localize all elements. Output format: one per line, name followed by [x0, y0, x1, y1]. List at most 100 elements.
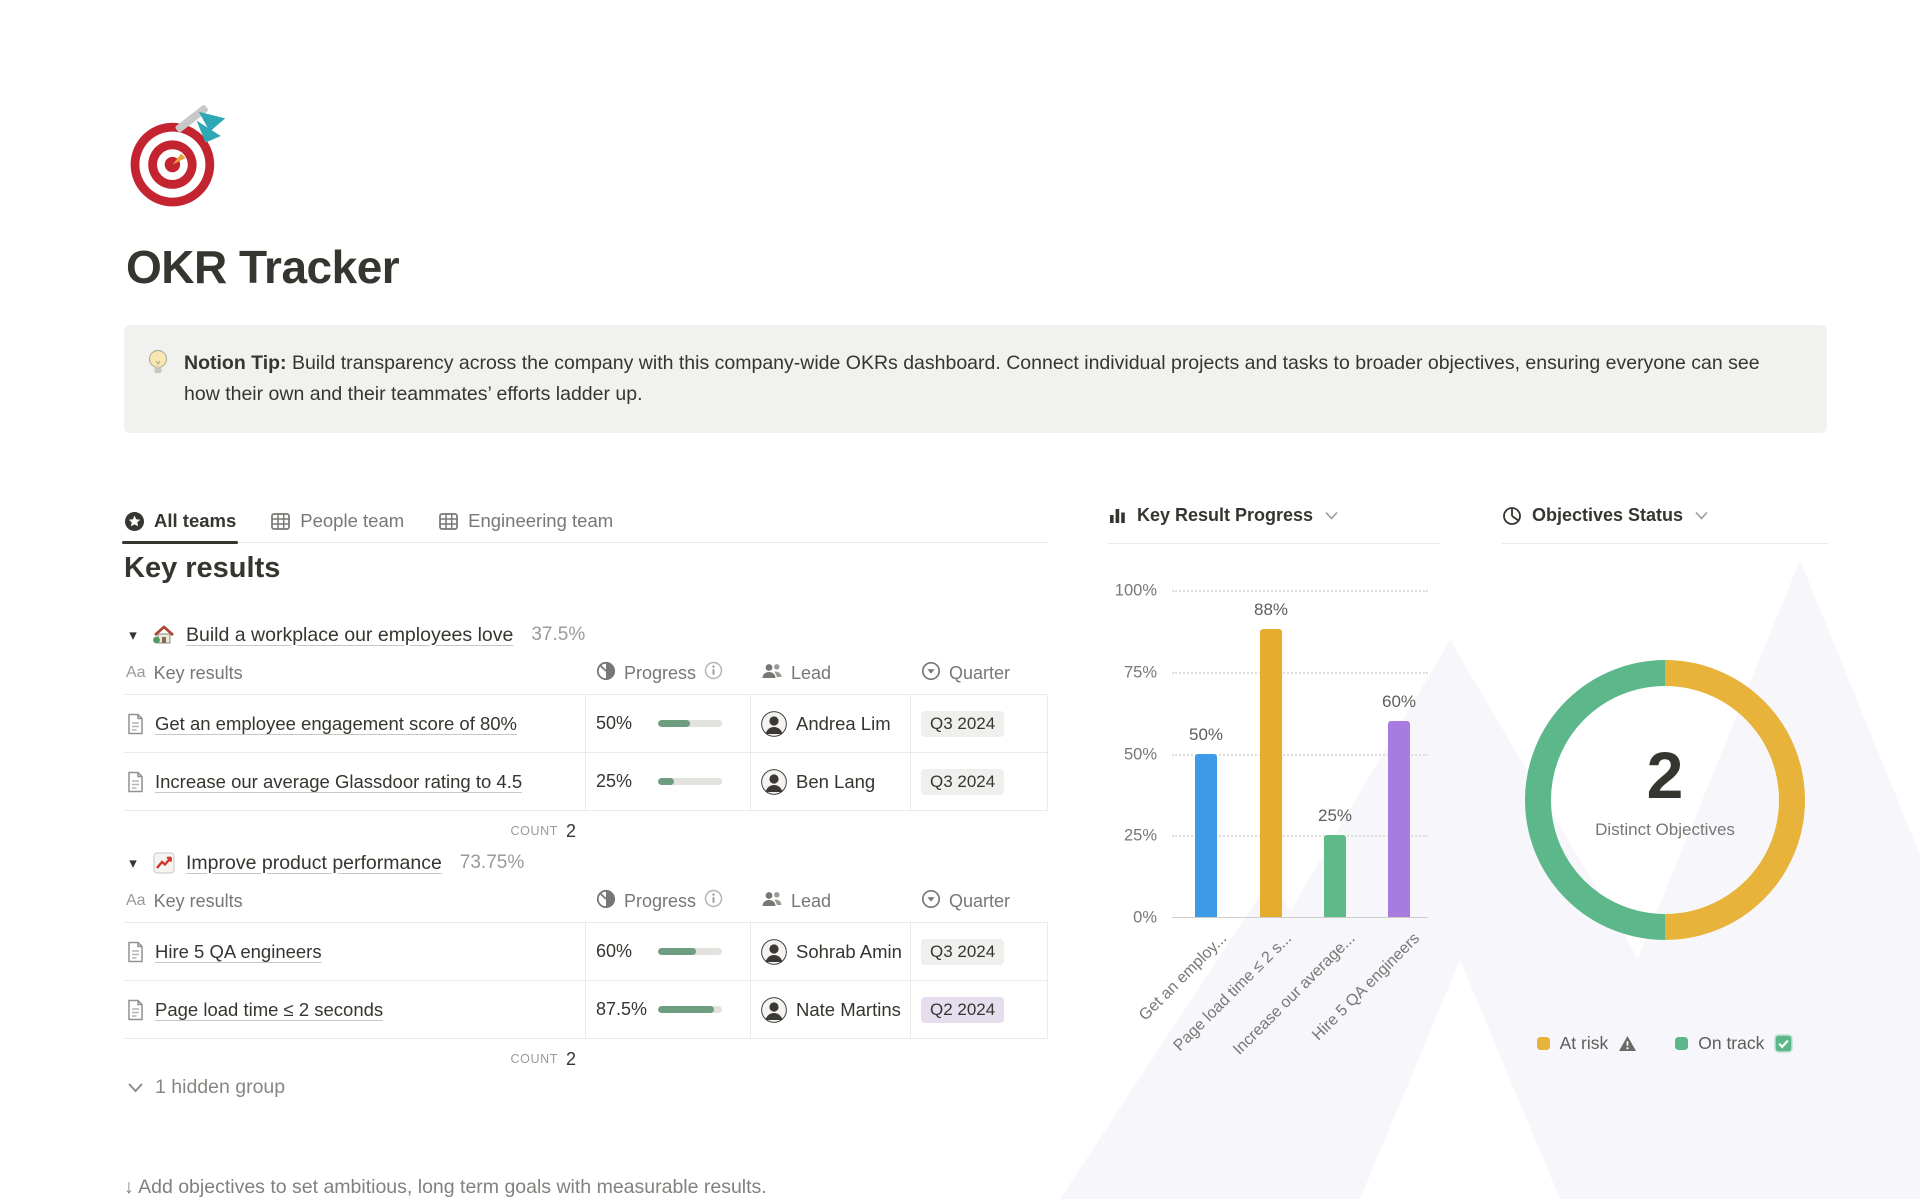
quarter-cell[interactable]: Q3 2024 [911, 695, 1048, 752]
check-box-icon [1774, 1034, 1794, 1053]
document-icon [126, 941, 145, 963]
lead-cell[interactable]: Nate Martins [751, 981, 911, 1038]
column-header-lead[interactable]: Lead [751, 880, 911, 922]
progress-bar [658, 720, 722, 727]
key-result-title[interactable]: Hire 5 QA engineers [126, 941, 322, 963]
star-circle-icon [124, 511, 145, 532]
notion-tip-callout: Notion Tip: Build transparency across th… [124, 325, 1827, 433]
group-improve-product: ▾ Improve product performance 73.75% Aa Key … [124, 846, 1048, 1079]
group-title[interactable]: Build a workplace our employees love [186, 623, 514, 646]
bar-chart-panel-header[interactable]: Key Result Progress [1108, 505, 1338, 526]
bar-data-label: 25% [1317, 806, 1353, 826]
column-header-progress[interactable]: Progress [586, 880, 751, 922]
bar-2[interactable] [1260, 629, 1282, 917]
section-heading: Key results [124, 552, 281, 584]
progress-bar [658, 1006, 722, 1013]
light-bulb-icon [146, 349, 170, 377]
people-icon [761, 889, 783, 914]
group-title[interactable]: Improve product performance [186, 851, 442, 874]
chevron-down-icon [128, 1082, 143, 1092]
table-view-icon [438, 511, 459, 532]
gridline [1172, 590, 1428, 592]
avatar [761, 938, 787, 965]
callout-bold-label: Notion Tip: [184, 352, 287, 374]
legend-label: On track [1698, 1033, 1765, 1053]
lead-cell[interactable]: Ben Lang [751, 753, 911, 810]
house-garden-icon [152, 623, 176, 647]
gridline [1172, 835, 1428, 837]
info-icon[interactable] [704, 661, 723, 685]
column-header-progress[interactable]: Progress [586, 652, 751, 694]
gridline [1172, 753, 1428, 756]
quarter-badge: Q3 2024 [921, 710, 1005, 737]
quarter-badge: Q3 2024 [921, 938, 1005, 965]
distinct-objectives-label: Distinct Objectives [1595, 820, 1735, 839]
bar-3[interactable] [1324, 835, 1346, 917]
progress-circle-icon [596, 889, 616, 914]
group-rollup-percent: 73.75% [459, 852, 525, 873]
quarter-cell[interactable]: Q3 2024 [911, 753, 1048, 810]
progress-bar [658, 778, 722, 785]
bar-chart-title: Key Result Progress [1137, 505, 1314, 525]
tab-label: All teams [154, 510, 237, 531]
table-header-row: Aa Key results Progress Lead Quarter [124, 652, 1048, 695]
y-axis-tick-label: 100% [1114, 581, 1157, 600]
column-header-lead[interactable]: Lead [751, 652, 911, 694]
x-axis-line [1172, 917, 1428, 918]
hidden-group-toggle[interactable]: 1 hidden group [128, 1076, 285, 1099]
progress-cell[interactable]: 50% [586, 695, 751, 752]
lead-cell[interactable]: Andrea Lim [751, 695, 911, 752]
tab-people-team[interactable]: People team [270, 500, 404, 542]
info-icon[interactable] [704, 889, 723, 913]
key-result-row: Hire 5 QA engineers 60% Sohrab Amin Q3 2024 [124, 923, 1048, 981]
quarter-cell[interactable]: Q2 2024 [911, 981, 1048, 1038]
progress-circle-icon [596, 661, 616, 686]
hidden-group-label: 1 hidden group [155, 1076, 286, 1098]
y-axis-tick-label: 50% [1123, 745, 1157, 763]
key-result-title[interactable]: Get an employee engagement score of 80% [126, 713, 517, 735]
add-objectives-hint: ↓ Add objectives to set ambitious, long … [124, 1176, 767, 1198]
select-circle-icon [921, 661, 941, 686]
group-toggle[interactable]: ▾ [129, 855, 137, 872]
tab-label: Engineering team [468, 510, 614, 531]
legend-swatch [1675, 1037, 1689, 1050]
y-axis-tick-label: 0% [1133, 908, 1157, 927]
bar-1[interactable] [1195, 753, 1217, 917]
document-icon [126, 713, 145, 735]
column-header-quarter[interactable]: Quarter [911, 652, 1048, 694]
tab-all-teams[interactable]: All teams [121, 500, 239, 544]
quarter-badge: Q2 2024 [921, 996, 1005, 1023]
lead-cell[interactable]: Sohrab Amin [751, 923, 911, 980]
progress-cell[interactable]: 60% [586, 923, 751, 980]
group-toggle[interactable]: ▾ [129, 627, 137, 644]
legend-swatch [1536, 1037, 1550, 1050]
tab-label: People team [300, 510, 405, 531]
key-result-title[interactable]: Page load time ≤ 2 seconds [126, 999, 383, 1021]
gridline [1172, 672, 1428, 674]
key-result-row: Increase our average Glassdoor rating to… [124, 753, 1048, 811]
avatar [761, 768, 787, 795]
donut-panel-header[interactable]: Objectives Status [1502, 505, 1708, 526]
progress-cell[interactable]: 87.5% [586, 981, 751, 1038]
table-header-row: Aa Key results Progress Lead Quarter [124, 880, 1048, 923]
column-header-title[interactable]: Aa Key results [126, 662, 243, 683]
x-axis-tick-label: Hire 5 QA engineers [1309, 930, 1424, 1044]
key-result-row: Get an employee engagement score of 80% 5… [124, 695, 1048, 753]
count-footer[interactable]: COUNT 2 [510, 820, 576, 841]
chevron-down-icon [1695, 511, 1708, 520]
bar-4[interactable] [1388, 720, 1410, 917]
column-header-title[interactable]: Aa Key results [126, 890, 243, 911]
quarter-cell[interactable]: Q3 2024 [911, 923, 1048, 980]
pie-chart-icon [1503, 506, 1521, 525]
key-result-progress-chart: 100% 75% 50% 25% 0% 50% Get an employ... 88% Pag… [1095, 498, 1440, 1178]
table-view-icon [270, 511, 291, 532]
key-result-title[interactable]: Increase our average Glassdoor rating to… [126, 771, 522, 793]
progress-cell[interactable]: 25% [586, 753, 751, 810]
callout-text: Build transparency across the company wi… [184, 352, 1760, 405]
objectives-status-donut [1525, 660, 1805, 940]
page-icon-target-dart[interactable] [124, 103, 234, 213]
tab-engineering-team[interactable]: Engineering team [438, 500, 613, 542]
count-footer[interactable]: COUNT 2 [510, 1048, 576, 1069]
column-header-quarter[interactable]: Quarter [911, 880, 1048, 922]
document-icon [126, 999, 145, 1021]
